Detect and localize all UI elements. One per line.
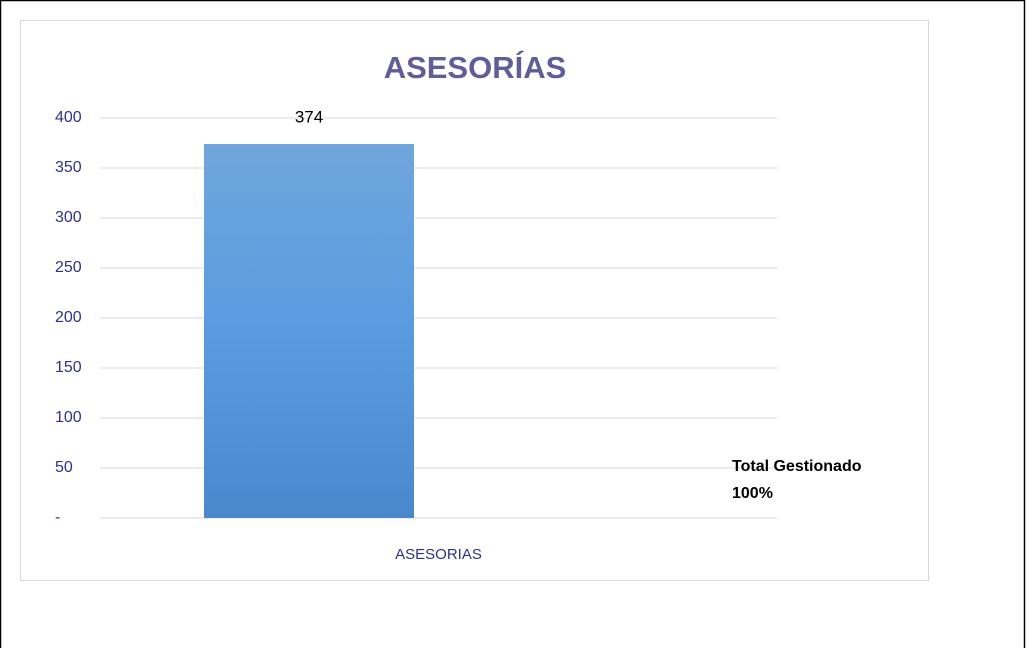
data-label: 374 xyxy=(295,107,323,126)
y-tick-label: 300 xyxy=(55,209,82,226)
y-tick-label: 350 xyxy=(55,159,82,176)
y-tick-label: 200 xyxy=(55,309,82,326)
annotation: Total Gestionado xyxy=(732,458,862,475)
y-tick-label: 400 xyxy=(55,109,82,126)
y-tick-label: 150 xyxy=(55,359,82,376)
bar xyxy=(204,144,414,518)
y-tick-label: 250 xyxy=(55,259,82,276)
y-tick-label: - xyxy=(55,509,60,526)
y-tick-label: 50 xyxy=(55,459,73,476)
chart-frame xyxy=(20,20,929,581)
x-tick-label: ASESORIAS xyxy=(395,546,482,563)
annotation: 100% xyxy=(732,485,773,502)
chart-title: ASESORÍAS xyxy=(384,50,567,85)
y-tick-label: 100 xyxy=(55,409,82,426)
